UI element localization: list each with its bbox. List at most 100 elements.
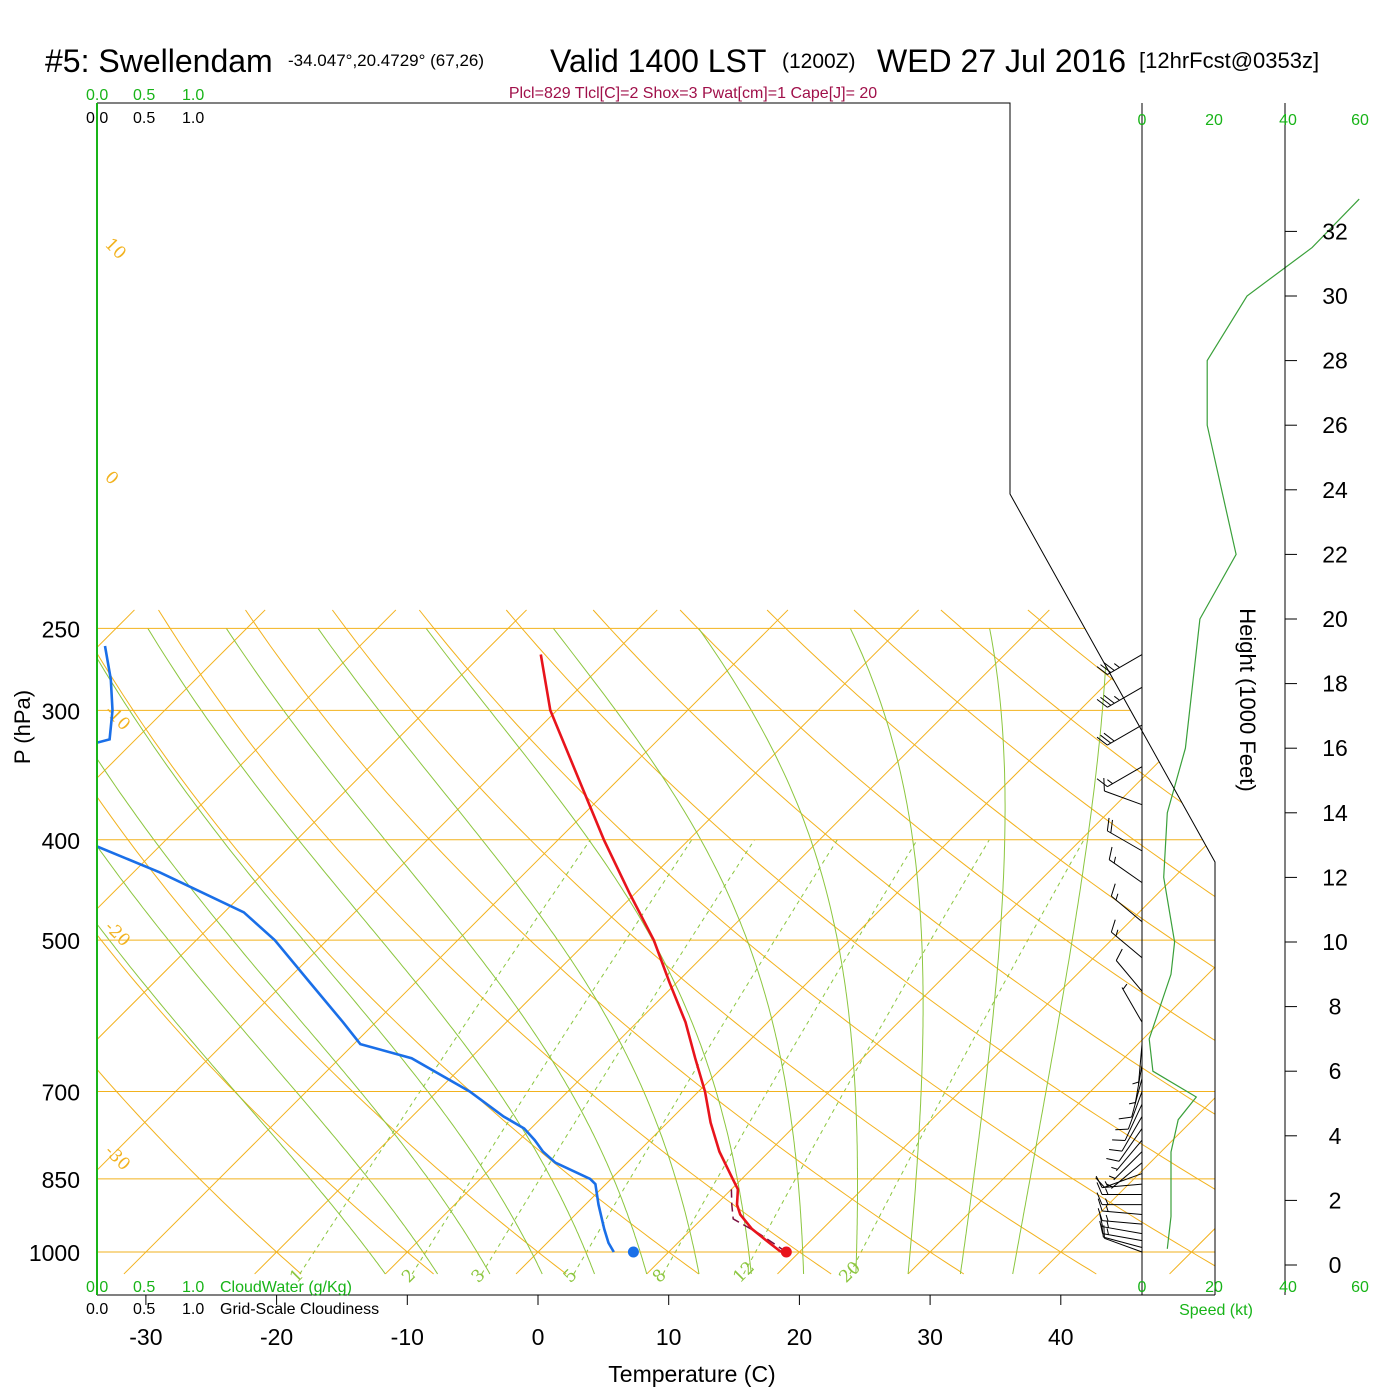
bottom-cloudwater-tick-0: 0.0 <box>86 1279 108 1296</box>
wind-barb-half <box>1105 1188 1109 1195</box>
isotherm-line <box>0 610 4 1274</box>
speed-bottom-tick-0: 0 <box>1138 1279 1147 1296</box>
top-cloudwater-tick-2: 1.0 <box>182 87 204 104</box>
temperature-line <box>539 654 782 1254</box>
speed-top-tick-1: 20 <box>1205 112 1223 129</box>
wind-barb-flag <box>1103 1225 1105 1239</box>
bottom-cloudiness-tick-2: 1.0 <box>182 1301 204 1318</box>
wind-barb-staff <box>1103 1236 1143 1248</box>
wind-barb-half <box>1105 1205 1109 1212</box>
wind-barb-flag <box>1103 732 1115 742</box>
wind-barb-half <box>1132 1081 1139 1085</box>
axes: -30 -20 -10 0 10 20 30 401000850700500400300250… <box>29 102 1348 1350</box>
wind-barb-staff <box>1102 1226 1143 1235</box>
x-axis-title: Temperature (C) <box>608 1361 775 1387</box>
pressure-label: 850 <box>42 1167 80 1193</box>
wind-barb-flag <box>1109 1149 1123 1152</box>
isotherm-line <box>515 609 1181 1275</box>
wind-barb <box>1108 1151 1143 1181</box>
wind-barb-flag <box>1115 948 1123 961</box>
wind-barb <box>1103 1225 1143 1253</box>
wind-barb-flag <box>1112 1139 1126 1141</box>
wind-barb-half <box>1113 856 1117 864</box>
speed-axis-label: Speed (kt) <box>1179 1302 1253 1319</box>
y-axis-title: P (hPa) <box>10 690 35 764</box>
isotherm-label: 30 <box>1166 753 1207 794</box>
wind-barb-half <box>1115 893 1119 901</box>
wind-barb-flag <box>1096 736 1108 746</box>
mixing-ratio-line <box>849 839 1085 1275</box>
wind-barb-half <box>1106 1221 1110 1228</box>
isotherm-label: 0 <box>100 467 122 489</box>
wind-barb-staff <box>1111 931 1143 959</box>
station-title: #5: Swellendam <box>45 43 273 79</box>
isotherm-line <box>97 609 527 1275</box>
dry-adiabat-line <box>1201 609 1215 1275</box>
wind-barb <box>1132 1044 1143 1085</box>
moist-adiabat-line <box>225 628 648 1275</box>
wind-barb-flag <box>1110 883 1116 897</box>
sounding-indices: Plcl=829 Tlcl[C]=2 Shox=3 Pwat[cm]=1 Cap… <box>509 85 877 102</box>
wind-barb-half <box>1122 983 1128 990</box>
height-tick-label: 8 <box>1329 994 1342 1020</box>
wind-barb-staff <box>1134 1064 1143 1105</box>
wind-barb-staff <box>1104 1237 1143 1253</box>
wind-speed-line <box>1148 198 1360 1249</box>
wind-barb <box>1096 1182 1142 1195</box>
wind-barb <box>1115 948 1143 992</box>
isotherm-line <box>97 609 397 1275</box>
moist-adiabat-line <box>97 628 386 1275</box>
x-tick-label: 10 <box>656 1324 682 1350</box>
isotherm-line <box>907 609 1215 1275</box>
wind-barb <box>1101 1224 1143 1248</box>
wind-barb-flag <box>1100 734 1112 744</box>
dry-adiabat-line <box>418 609 1215 1275</box>
speed-top-tick-2: 40 <box>1279 112 1297 129</box>
wind-barb-staff <box>1102 1183 1143 1189</box>
pressure-label: 250 <box>42 616 80 642</box>
moist-adiabat-line <box>552 627 805 1275</box>
mixing-ratio-label: 5 <box>560 1265 582 1287</box>
bottom-cloudwater-tick-1: 0.5 <box>133 1279 155 1296</box>
mixing-ratio-label: 20 <box>835 1258 864 1287</box>
wind-barb <box>1106 1128 1143 1162</box>
top-cloudwater-tick-1: 0.5 <box>133 87 155 104</box>
parcel-line <box>730 1189 787 1253</box>
height-tick-label: 18 <box>1322 671 1348 697</box>
wind-barb-flag <box>1103 694 1115 704</box>
wind-barb <box>1110 919 1143 959</box>
dry-adiabat-line <box>592 609 1215 1275</box>
wind-barb-staff <box>1107 766 1143 788</box>
wind-barb-staff <box>1115 960 1143 992</box>
wind-barb-flag <box>1118 1116 1132 1120</box>
wind-barb <box>1118 1078 1143 1120</box>
isotherm-label: -30 <box>100 1141 134 1175</box>
height-tick-label: 0 <box>1329 1252 1342 1278</box>
wind-barb-flag <box>1108 846 1113 860</box>
height-tick-label: 24 <box>1322 477 1348 503</box>
dewpoint-line <box>97 824 615 1253</box>
moist-adiabat-line <box>147 628 595 1275</box>
pressure-label: 400 <box>42 828 80 854</box>
moist-adiabat-line <box>97 628 543 1275</box>
height-tick-label: 16 <box>1322 735 1348 761</box>
pressure-label: 300 <box>42 698 80 724</box>
wind-barb-half <box>1106 1228 1110 1235</box>
wind-barb-flag <box>1095 1177 1105 1188</box>
wind-barb-flag <box>1096 1192 1103 1205</box>
wind-barb-half <box>1105 1214 1109 1222</box>
wind-barb <box>1096 654 1143 675</box>
isotherm-line <box>254 609 920 1275</box>
mixing-ratio-label: 12 <box>729 1258 758 1287</box>
wind-barb-half <box>1111 1166 1118 1170</box>
height-axis-title: Height (1000 Feet) <box>1235 608 1260 791</box>
wind-barb <box>1096 686 1143 708</box>
moist-adiabat-line <box>1012 628 1108 1275</box>
x-tick-label: -20 <box>260 1324 293 1350</box>
pressure-label: 1000 <box>29 1240 80 1266</box>
wind-barb-half <box>1128 1101 1136 1105</box>
pressure-label: 700 <box>42 1080 80 1106</box>
wind-barb-flag <box>1106 1158 1120 1162</box>
